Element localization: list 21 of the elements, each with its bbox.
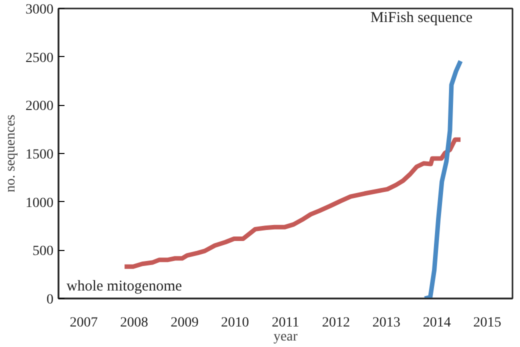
y-tick-label: 2000 xyxy=(26,99,54,114)
y-tick-label: 3000 xyxy=(26,2,54,18)
x-tick-label: 2007 xyxy=(70,316,98,330)
x-tick-label: 2010 xyxy=(221,316,250,330)
x-tick-label: 2012 xyxy=(322,316,350,330)
y-axis-title: no. sequences xyxy=(4,114,18,192)
x-tick-label: 2008 xyxy=(120,316,148,330)
x-tick-label: 2014 xyxy=(422,316,451,330)
y-tick-label: 0 xyxy=(46,292,54,308)
y-tick-label: 500 xyxy=(32,244,54,260)
y-tick-label: 2500 xyxy=(26,50,54,66)
y-tick-label: 1500 xyxy=(26,148,54,162)
x-tick-label: 2009 xyxy=(170,316,199,330)
y-tick-label: 1000 xyxy=(26,196,54,211)
text: MiFish sequence xyxy=(370,10,473,26)
x-tick-label: 2011 xyxy=(272,316,300,330)
x-tick-label: 2013 xyxy=(372,316,400,330)
series-label: whole mitogenome xyxy=(66,278,182,294)
x-tick-label: 2015 xyxy=(473,316,502,330)
x-axis-title: year xyxy=(273,330,298,344)
line-series xyxy=(422,58,463,298)
